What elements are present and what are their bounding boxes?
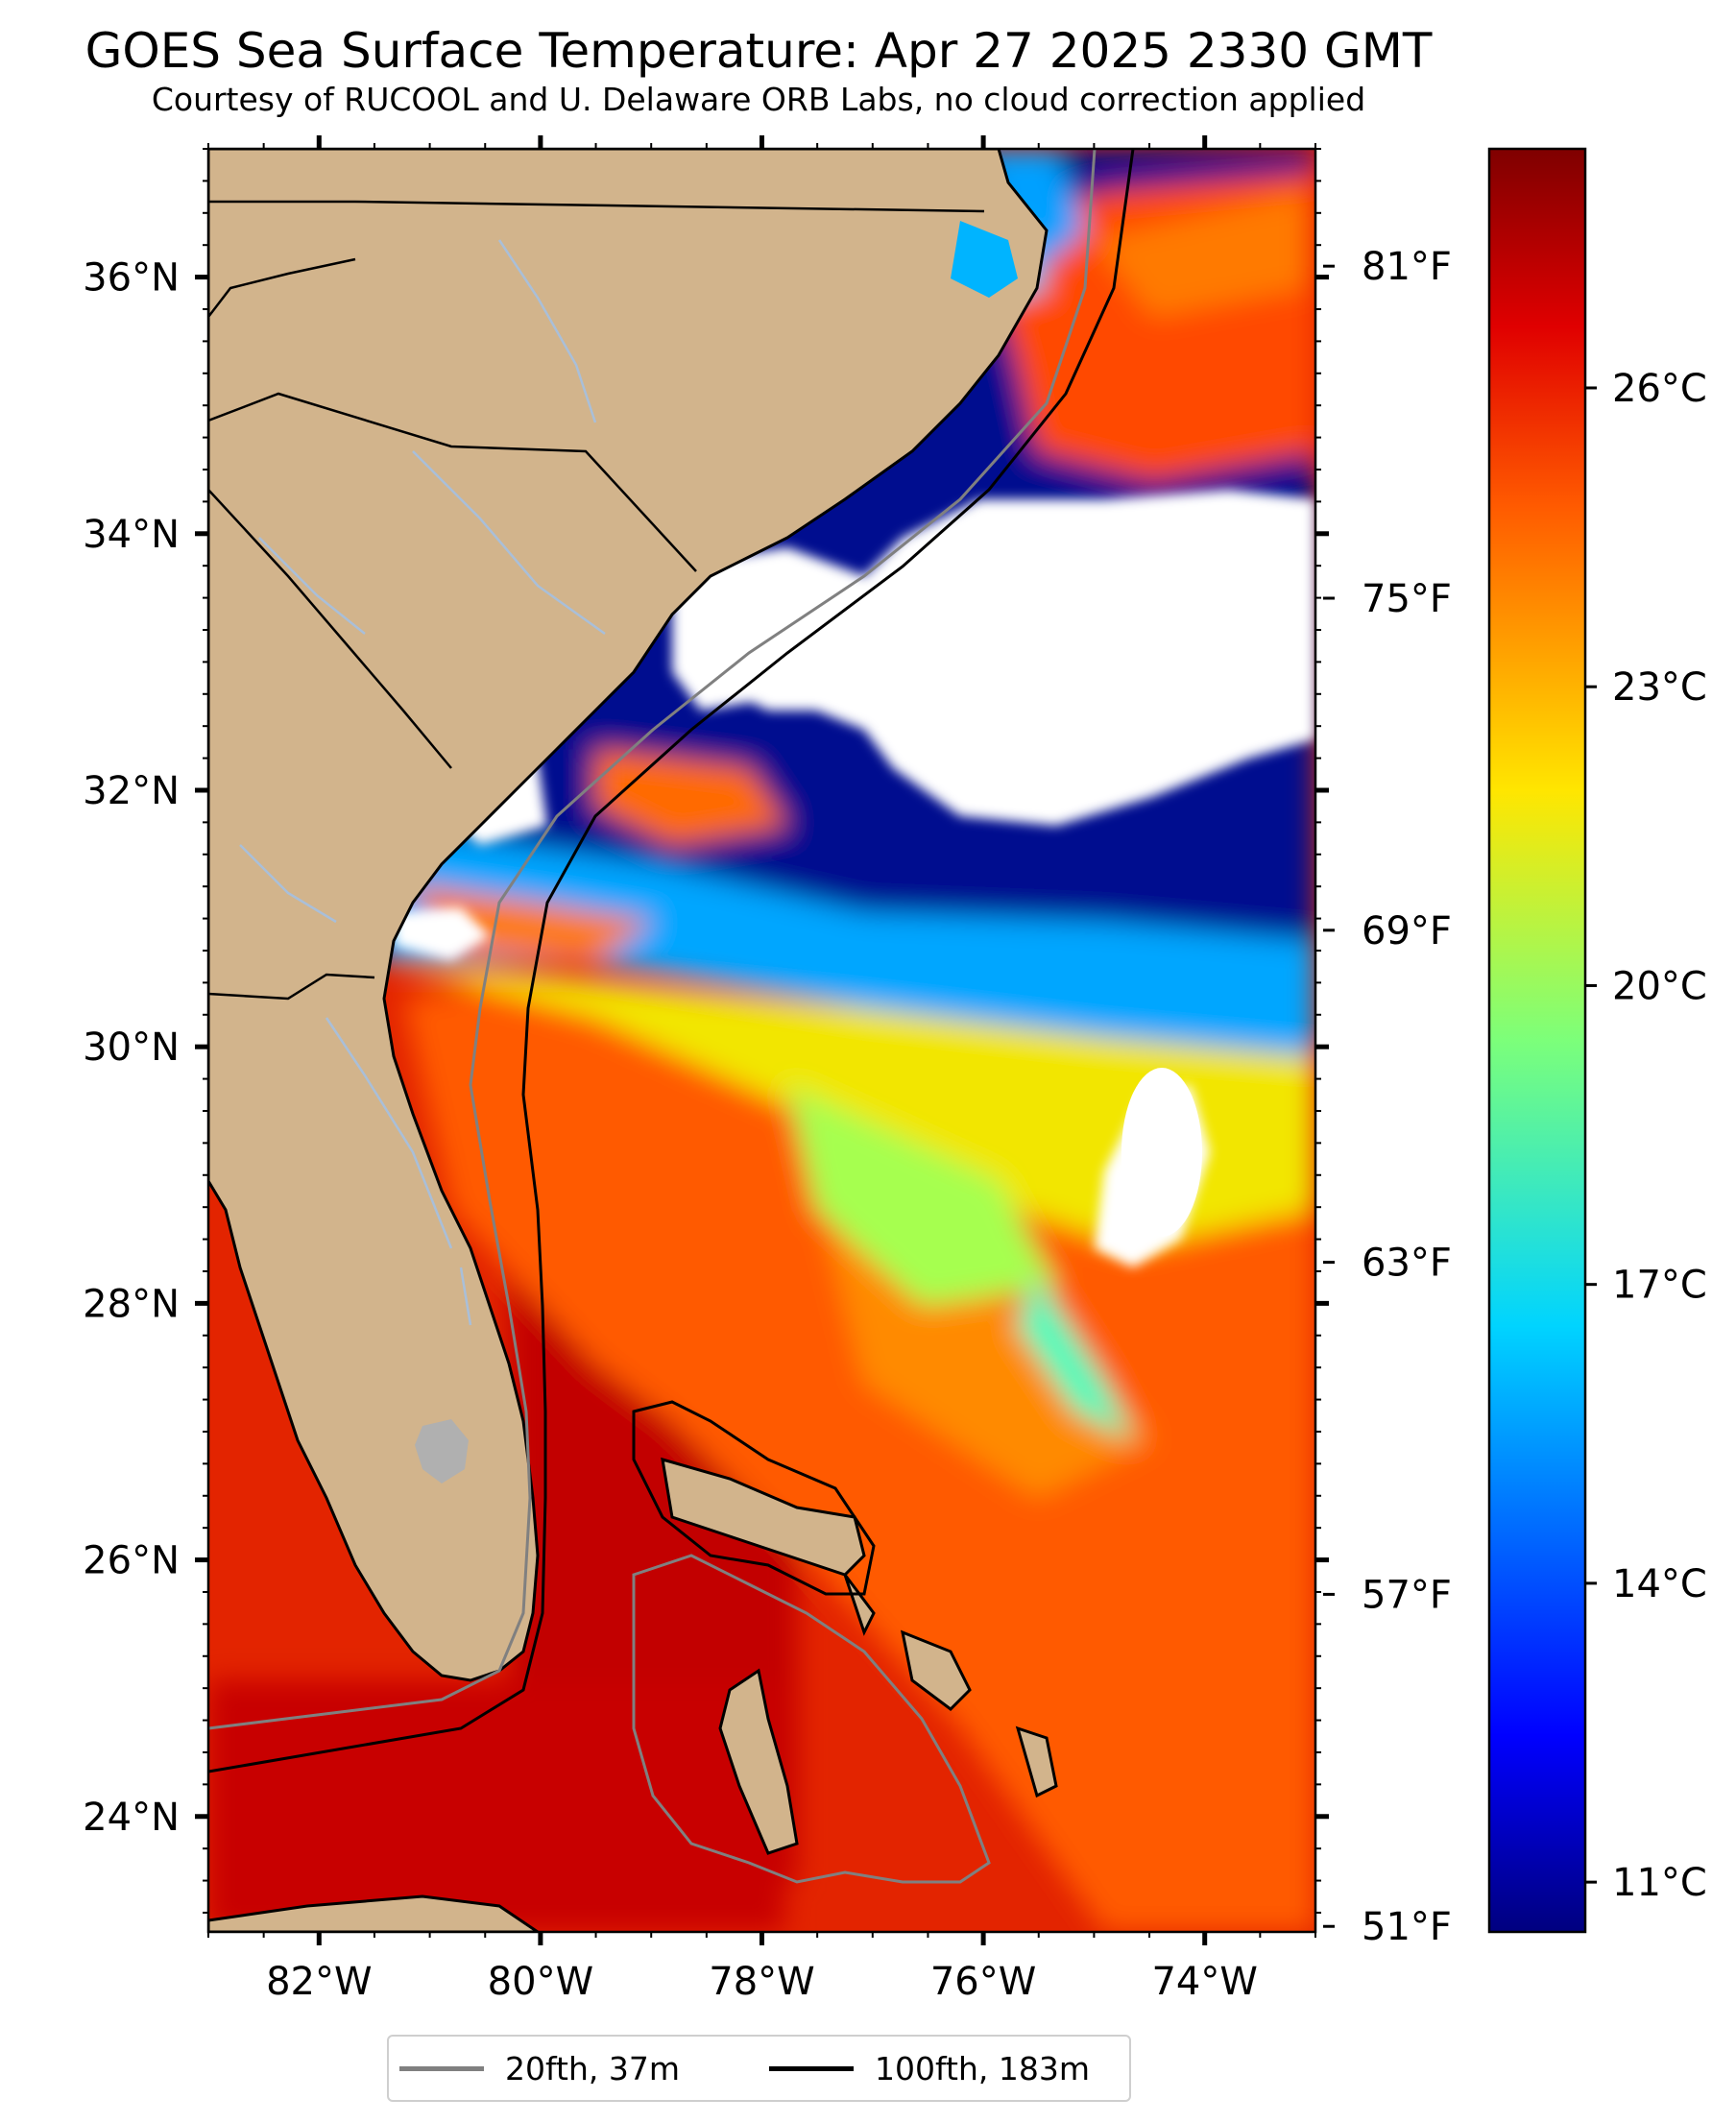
fahrenheit-tick-label: 69°F (1362, 909, 1452, 953)
lon-tick-label: 74°W (1151, 1960, 1257, 2004)
legend-label-100fth: 100fth, 183m (875, 2049, 1090, 2087)
colorbar-tick-label: 26°C (1612, 367, 1707, 411)
cuba-land (208, 1894, 541, 1932)
legend-label-20fth: 20fth, 37m (505, 2049, 680, 2087)
colorbar (1487, 147, 1587, 1934)
outer-banks-sound (951, 221, 1018, 298)
fahrenheit-tick-label: 51°F (1362, 1905, 1452, 1949)
lake-okeechobee (415, 1419, 469, 1484)
lon-tick-label: 78°W (709, 1960, 814, 2004)
frontal-band (384, 960, 1315, 1248)
lat-tick-label: 30°N (83, 1025, 180, 1070)
colorbar-tick-label: 20°C (1612, 964, 1707, 1008)
us-mainland-land (208, 149, 1049, 1682)
colorbar-tick-label: 11°C (1612, 1861, 1707, 1905)
lon-tick-label: 82°W (266, 1960, 372, 2004)
state-boundaries (208, 200, 985, 1001)
map-axes: 82°W 80°W 78°W 76°W 74°W 24°N 26°N 28°N 30°N 32°N… (83, 135, 1452, 2004)
legend-item-20fth: 20fth, 37m (399, 2037, 680, 2100)
lat-tick-label: 32°N (83, 769, 180, 813)
fahrenheit-tick-label: 57°F (1362, 1573, 1452, 1617)
isobath-20fth (208, 149, 1097, 1730)
rivers (239, 239, 606, 1326)
colorbar-ticks: 11°C 14°C 17°C 20°C 23°C 26°C (1585, 367, 1707, 1905)
bahamas-islands (661, 1457, 1058, 1855)
colorbar-tick-label: 14°C (1612, 1562, 1707, 1606)
colorbar-tick-label: 23°C (1612, 665, 1707, 710)
legend-item-100fth: 100fth, 183m (769, 2037, 1090, 2100)
lon-tick-label: 80°W (488, 1960, 593, 2004)
sst-map (208, 149, 1315, 1932)
legend-line-20fth (399, 2065, 484, 2071)
map-title: GOES Sea Surface Temperature: Apr 27 202… (84, 23, 1433, 79)
legend-line-100fth (769, 2065, 854, 2071)
fahrenheit-tick-label: 75°F (1362, 577, 1452, 621)
colorbar-tick-label: 17°C (1612, 1264, 1707, 1308)
lat-tick-label: 26°N (83, 1539, 180, 1583)
lat-tick-label: 34°N (83, 513, 180, 557)
map-subtitle: Courtesy of RUCOOL and U. Delaware ORB L… (151, 81, 1366, 118)
warm-orange-region (403, 979, 1315, 1932)
isobath-100fth (208, 149, 1135, 1773)
fahrenheit-tick-label: 81°F (1362, 245, 1452, 289)
fahrenheit-tick-label: 63°F (1362, 1242, 1452, 1286)
cloud-mask-nearshore (672, 547, 864, 711)
lat-tick-label: 28°N (83, 1282, 180, 1326)
lat-tick-label: 24°N (83, 1796, 180, 1840)
legend: 20fth, 37m 100fth, 183m (387, 2035, 1131, 2102)
lat-tick-label: 36°N (83, 256, 180, 301)
lon-tick-label: 76°W (930, 1960, 1036, 2004)
